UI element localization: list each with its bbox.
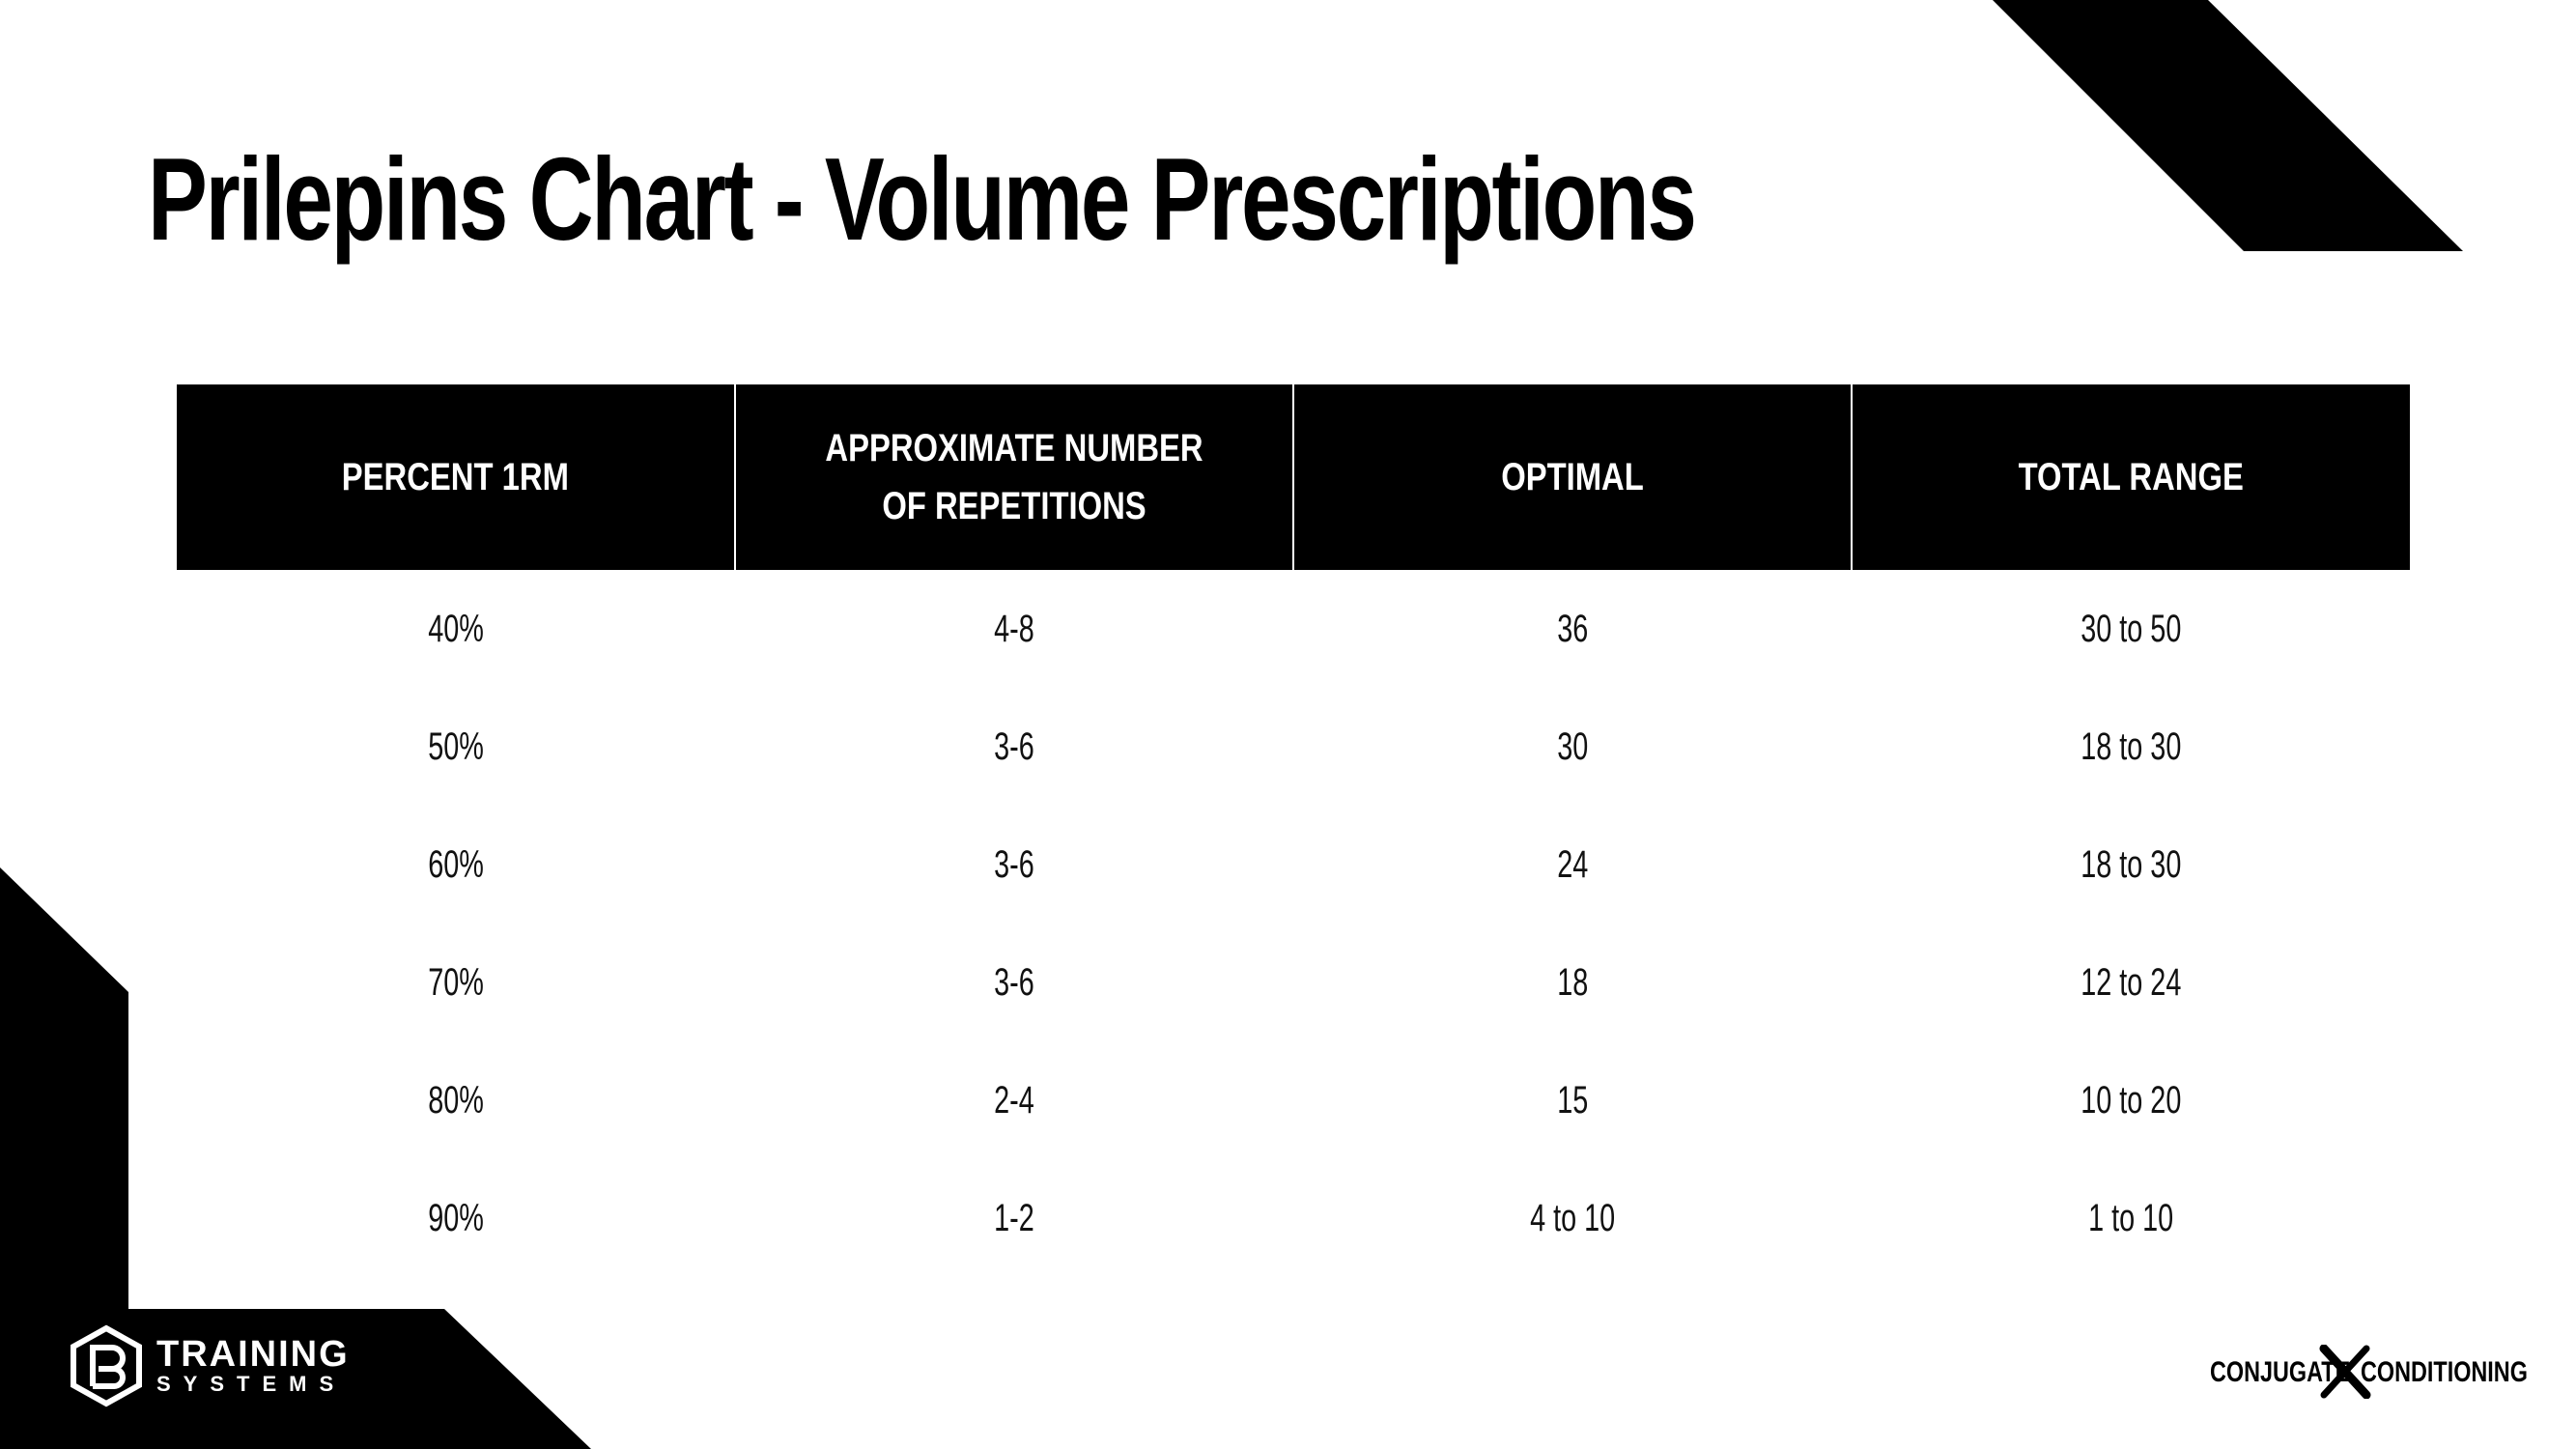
header-optimal: OPTIMAL — [1292, 384, 1852, 570]
header-percent-1rm: PERCENT 1RM — [177, 384, 735, 570]
table-row: 70% 3-6 18 12 to 24 — [177, 923, 2410, 1041]
cell-range: 30 to 50 — [2080, 607, 2182, 650]
cell-range: 1 to 10 — [2087, 1196, 2174, 1239]
cell-percent: 70% — [428, 960, 484, 1004]
cell-range: 18 to 30 — [2080, 842, 2182, 886]
cell-reps: 1-2 — [994, 1196, 1034, 1239]
cell-optimal: 18 — [1556, 960, 1589, 1004]
bottom-left-corner-shape — [0, 867, 591, 1449]
cell-percent: 90% — [428, 1196, 484, 1239]
cell-percent: 80% — [428, 1078, 484, 1122]
logo-word2: CONDITIONING — [2361, 1356, 2528, 1388]
cell-reps: 2-4 — [994, 1078, 1034, 1122]
cell-percent: 50% — [428, 724, 484, 768]
prilepin-table: PERCENT 1RM APPROXIMATE NUMBER OF REPETI… — [177, 384, 2410, 1277]
cell-optimal: 30 — [1556, 724, 1589, 768]
cell-range: 12 to 24 — [2080, 960, 2182, 1004]
crossed-x-icon — [2319, 1345, 2371, 1399]
header-approx-reps: APPROXIMATE NUMBER OF REPETITIONS — [734, 384, 1293, 570]
pb-hexagon-logo-icon — [71, 1324, 142, 1407]
logo-word1: CONJUGATE — [2210, 1356, 2351, 1388]
table-row: 90% 1-2 4 to 10 1 to 10 — [177, 1159, 2410, 1277]
cell-percent: 60% — [428, 842, 484, 886]
cell-range: 18 to 30 — [2080, 724, 2182, 768]
cell-optimal: 36 — [1556, 607, 1589, 650]
page-title: Prilepins Chart - Volume Prescriptions — [148, 133, 1697, 265]
training-systems-logo: TRAINING SYSTEMS — [70, 1321, 350, 1410]
logo-line2: SYSTEMS — [156, 1371, 347, 1396]
conjugate-conditioning-logo: CONJUGATE CONDITIONING — [2210, 1345, 2528, 1403]
table-header-row: PERCENT 1RM APPROXIMATE NUMBER OF REPETI… — [177, 384, 2410, 570]
cell-reps: 4-8 — [994, 607, 1034, 650]
cell-optimal: 4 to 10 — [1529, 1196, 1616, 1239]
logo-line1: TRAINING — [156, 1333, 350, 1375]
header-total-range: TOTAL RANGE — [1851, 384, 2410, 570]
cell-reps: 3-6 — [994, 960, 1034, 1004]
cell-optimal: 15 — [1556, 1078, 1589, 1122]
table-row: 40% 4-8 36 30 to 50 — [177, 570, 2410, 688]
cell-reps: 3-6 — [994, 842, 1034, 886]
top-right-slash-shape — [1993, 0, 2463, 251]
table-row: 50% 3-6 30 18 to 30 — [177, 688, 2410, 806]
table-row: 80% 2-4 15 10 to 20 — [177, 1041, 2410, 1159]
cell-percent: 40% — [428, 607, 484, 650]
cell-range: 10 to 20 — [2080, 1078, 2182, 1122]
cell-reps: 3-6 — [994, 724, 1034, 768]
table-row: 60% 3-6 24 18 to 30 — [177, 806, 2410, 923]
cell-optimal: 24 — [1556, 842, 1589, 886]
